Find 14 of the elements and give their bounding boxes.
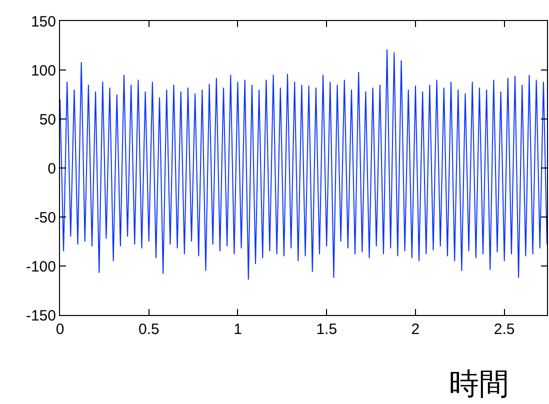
y-tick-label: -150 bbox=[26, 307, 56, 324]
x-tick-label: 0.5 bbox=[138, 321, 160, 338]
x-axis-title: 時間 bbox=[449, 367, 509, 402]
y-tick-label: 50 bbox=[39, 111, 56, 128]
x-tick-label: 2.5 bbox=[494, 321, 515, 338]
line-series bbox=[60, 48, 547, 280]
y-tick-label: 100 bbox=[30, 62, 56, 80]
y-tick-label: -50 bbox=[34, 209, 56, 226]
y-tick-label: -100 bbox=[26, 258, 56, 276]
y-tick-label: 0 bbox=[48, 160, 56, 178]
x-tick-label: 2 bbox=[411, 321, 420, 338]
y-tick-label: 150 bbox=[30, 13, 56, 30]
x-tick-label: 1.5 bbox=[316, 321, 338, 338]
x-tick-label: 1 bbox=[234, 321, 242, 338]
